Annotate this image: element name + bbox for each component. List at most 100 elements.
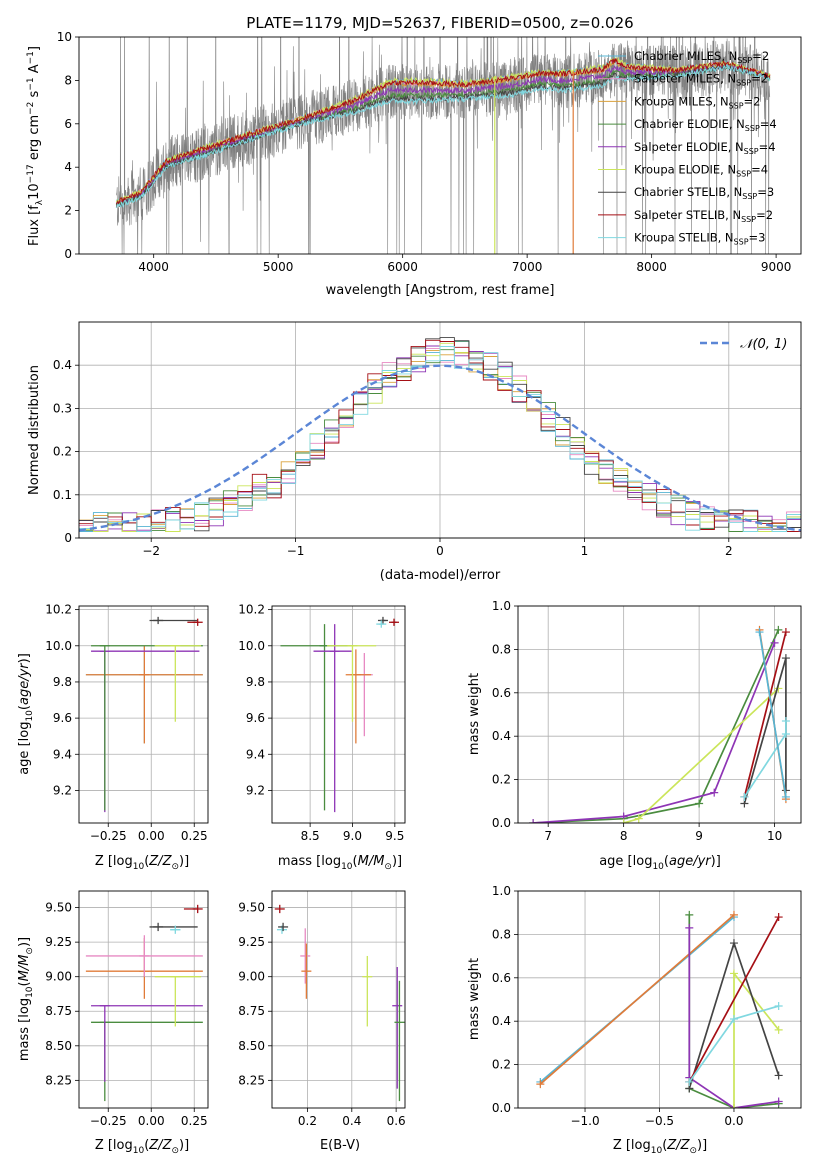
y-tick-label: 9.8 [53, 675, 72, 689]
y-tick-label: 9.8 [246, 675, 265, 689]
legend-label: Kroupa STELIB, NSSP=3 [634, 231, 765, 247]
y-tick-label: 1.0 [492, 884, 511, 898]
axes-frame [517, 605, 802, 824]
x-tick-label: 0.6 [387, 1114, 406, 1128]
weight-marker [695, 799, 704, 808]
y-tick-label: 9.00 [238, 970, 265, 984]
x-tick-label: 9000 [761, 260, 792, 274]
weight-marker [774, 1071, 783, 1080]
residual-histogram-panel: −2 −1 0 1 2 0 0.1 0.2 0.3 0.4 𝒩(0, 1) (data-model)/… [27, 321, 802, 583]
x-tick-label: 0 [436, 544, 444, 558]
mass-vs-ebv-panel: 0.2 0.4 0.6 8.25 8.50 8.75 9.00 9.25 9.50 E(B-V) [238, 890, 406, 1153]
hist-step-chabrier-stelib [79, 337, 801, 532]
y-tick-label: 0.0 [492, 816, 511, 830]
legend-label: Kroupa MILES, NSSP=2 [634, 94, 760, 110]
y-tick-label: 0.4 [53, 358, 72, 372]
axes-frame [517, 890, 802, 1109]
y-tick-label: 9.4 [246, 747, 265, 761]
plot-area [536, 910, 783, 1108]
weight-line-salpeter-elodie [688, 927, 779, 1108]
weight-marker [729, 939, 738, 948]
age-vs-metallicity-panel: −0.25 0.00 0.25 9.2 9.4 9.6 9.8 10.0 10.2 Z [log1… [17, 603, 209, 872]
x-tick-label: 1 [581, 544, 589, 558]
weight-marker [536, 1080, 545, 1089]
x-axis-label: mass [log10(M/M⊙)] [278, 854, 402, 872]
y-tick-label: 6 [64, 117, 72, 131]
x-tick-label: 0.25 [181, 829, 208, 843]
x-tick-label: 0.2 [298, 1114, 317, 1128]
mass-vs-metallicity-panel: −0.25 0.00 0.25 8.25 8.50 8.75 9.00 9.25 9.50 Z [… [17, 890, 209, 1156]
y-tick-label: 9.2 [246, 783, 265, 797]
y-axis-label: age [log10(age/yr)] [17, 653, 35, 775]
weight-marker [729, 910, 738, 919]
weight-marker [781, 730, 790, 739]
weight-marker [781, 717, 790, 726]
legend-label: Salpeter ELODIE, NSSP=4 [634, 140, 776, 156]
y-tick-label: 9.50 [45, 901, 72, 915]
y-tick-label: 9.4 [53, 747, 72, 761]
weight-marker [781, 654, 790, 663]
model-line-kroupa-stelib [115, 64, 771, 209]
x-axis-label: Z [log10(Z/Z⊙)] [95, 854, 189, 872]
x-axis-label: Z [log10(Z/Z⊙)] [613, 1138, 707, 1156]
y-tick-label: 10 [57, 30, 72, 44]
age-vs-mass-panel: 8.5 9.0 9.5 9.2 9.4 9.6 9.8 10.0 10.2 mass [log10… [238, 603, 406, 872]
x-tick-label: 5000 [263, 260, 294, 274]
hist-legend-label: 𝒩(0, 1) [740, 337, 787, 352]
y-tick-label: 0.1 [53, 488, 72, 502]
y-tick-label: 8.50 [238, 1039, 265, 1053]
x-tick-label: 9.0 [343, 829, 362, 843]
weight-line-salpeter-stelib [743, 631, 787, 798]
y-tick-label: 0.8 [492, 927, 511, 941]
x-tick-label: 6000 [387, 260, 418, 274]
x-tick-label: 10 [767, 829, 782, 843]
spectrum-data-line [116, 37, 771, 254]
y-tick-label: 9.00 [45, 970, 72, 984]
massweight-vs-metallicity-panel: −1.0 −0.5 0.0 0.0 0.2 0.4 0.6 0.8 1.0 Z [log10(Z/… [467, 884, 802, 1156]
model-line-kroupa-elodie [115, 56, 771, 204]
weight-marker [781, 792, 790, 801]
spectrum-panel: 4000 5000 6000 7000 8000 9000 0 2 4 6 8 10 Chabrier … [26, 30, 802, 298]
legend-label: Chabrier STELIB, NSSP=3 [634, 185, 774, 201]
y-tick-label: 10.0 [238, 639, 265, 653]
normal-curve [79, 364, 801, 532]
weight-marker [774, 913, 783, 922]
y-tick-label: 1.0 [492, 599, 511, 613]
weight-marker [710, 788, 719, 797]
y-tick-label: 0 [64, 247, 72, 261]
axes-frame [271, 605, 406, 824]
weight-marker [634, 814, 643, 823]
y-tick-label: 0.4 [492, 729, 511, 743]
y-tick-label: 8.75 [45, 1004, 72, 1018]
y-tick-label: 10.2 [238, 603, 265, 617]
y-axis-label: mass [log10(M/M⊙)] [17, 937, 35, 1061]
x-tick-label: 9 [695, 829, 703, 843]
x-tick-label: 4000 [138, 260, 169, 274]
x-tick-label: 0.00 [138, 829, 165, 843]
plot-area [79, 337, 801, 532]
x-tick-label: −1.0 [570, 1114, 599, 1128]
x-axis-label: (data-model)/error [380, 568, 501, 583]
weight-marker [685, 910, 694, 919]
weight-marker [729, 1104, 738, 1108]
y-tick-label: 0.6 [492, 971, 511, 985]
legend-label: Kroupa ELODIE, NSSP=4 [634, 163, 768, 179]
weight-line-salpeter-stelib [688, 916, 780, 1083]
model-line-chabrier-elodie [115, 63, 771, 206]
model-line-salpeter-elodie [115, 61, 771, 205]
x-tick-label: 8000 [636, 260, 667, 274]
y-tick-label: 9.6 [53, 711, 72, 725]
x-tick-label: 0.00 [138, 1114, 165, 1128]
axes-frame [78, 321, 802, 539]
weight-marker [774, 625, 783, 634]
x-axis-label: Z [log10(Z/Z⊙)] [95, 1138, 189, 1156]
x-tick-label: 8 [620, 829, 628, 843]
y-tick-label: 9.2 [53, 783, 72, 797]
x-tick-label: −2 [142, 544, 160, 558]
weight-marker [781, 628, 790, 637]
y-tick-label: 9.6 [246, 711, 265, 725]
y-tick-label: 8.25 [238, 1073, 265, 1087]
weight-marker [619, 819, 628, 823]
y-tick-label: 0 [64, 531, 72, 545]
